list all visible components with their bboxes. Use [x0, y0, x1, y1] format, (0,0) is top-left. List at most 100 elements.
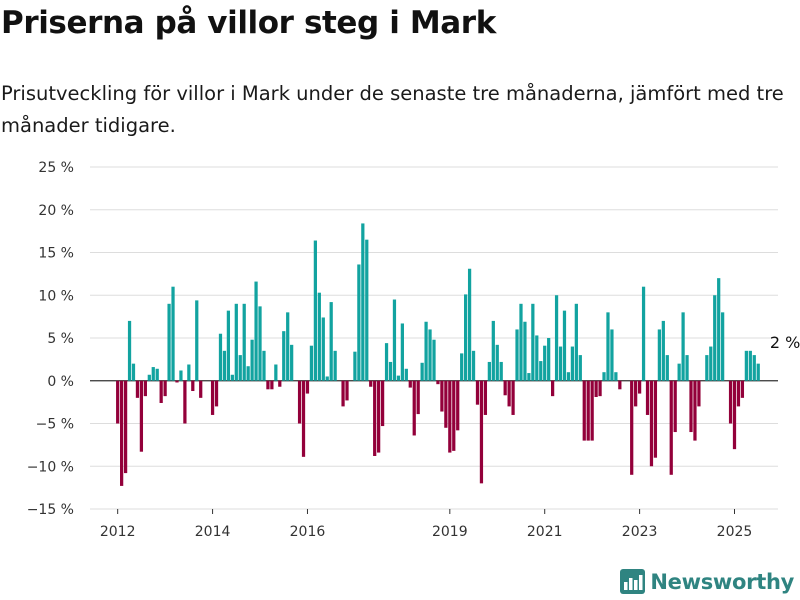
y-axis: 25 % 20 % 15 % 10 % 5 % 0 % −5 % −10 % −15 %: [27, 160, 74, 518]
bar: [566, 372, 571, 381]
bar: [116, 380, 120, 424]
chart-subtitle: Prisutveckling för villor i Mark under d…: [1, 82, 784, 137]
bar: [661, 320, 665, 381]
bar: [321, 317, 325, 381]
bar: [290, 344, 294, 381]
bar: [515, 329, 519, 381]
bar: [717, 278, 721, 381]
bar: [258, 306, 262, 381]
bar: [645, 380, 650, 415]
bar: [467, 268, 472, 381]
bar: [689, 380, 693, 433]
bar: [551, 380, 555, 397]
bar: [135, 380, 140, 398]
bar: [369, 380, 373, 387]
bar: [673, 380, 677, 433]
x-tick-label: 2016: [290, 524, 326, 540]
x-tick-label: 2025: [717, 524, 753, 540]
bar: [503, 380, 507, 396]
bar: [143, 380, 147, 397]
bar: [728, 380, 733, 424]
bar: [131, 363, 136, 381]
bar: [246, 366, 250, 381]
bar: [562, 310, 567, 381]
bar: [685, 355, 689, 381]
bar: [464, 294, 468, 381]
bar: [539, 361, 543, 381]
bar: [479, 380, 484, 484]
bar: [606, 312, 610, 381]
x-tick-label: 2023: [622, 524, 658, 540]
bar: [404, 368, 408, 381]
bar: [127, 320, 132, 381]
bar: [420, 362, 424, 381]
bar: [547, 338, 551, 381]
bar: [554, 295, 559, 381]
bar: [653, 380, 658, 458]
bar: [669, 380, 673, 475]
bar: [167, 303, 171, 381]
bar: [139, 380, 144, 452]
bar: [254, 281, 258, 381]
bar: [744, 350, 748, 381]
bar: [234, 303, 238, 381]
bar: [598, 380, 602, 397]
newsworthy-logo: Newsworthy: [620, 569, 794, 594]
y-tick-label: 10 %: [38, 288, 74, 304]
bar: [199, 380, 203, 398]
bar: [519, 303, 523, 381]
bar: [388, 361, 393, 381]
bar: [325, 376, 329, 381]
bar: [266, 380, 270, 390]
bar: [305, 380, 310, 394]
bar: [697, 380, 701, 407]
bar: [740, 380, 745, 398]
bar: [361, 223, 365, 381]
bar: [570, 346, 575, 381]
y-tick-label: −5 %: [36, 417, 74, 433]
bar: [396, 375, 401, 381]
bar: [456, 380, 460, 431]
bar: [214, 380, 219, 407]
bar: [313, 240, 317, 381]
bar: [357, 264, 361, 381]
bar: [242, 303, 246, 381]
bar: [210, 380, 215, 415]
bar: [301, 380, 306, 457]
y-tick-label: −15 %: [27, 502, 74, 518]
bar: [748, 350, 752, 381]
bar: [499, 361, 503, 381]
bar: [286, 312, 290, 381]
bar: [511, 380, 515, 415]
bar: [428, 329, 432, 381]
bar: [460, 353, 464, 381]
bar: [412, 380, 416, 436]
bar: [602, 372, 606, 381]
bar: [732, 380, 737, 450]
bar: [147, 374, 151, 381]
x-tick-label: 2021: [527, 524, 563, 540]
bar: [222, 350, 227, 381]
bar: [487, 361, 491, 381]
bar: [543, 345, 547, 381]
bar: [558, 346, 563, 381]
bar: [250, 339, 254, 381]
bar: [345, 380, 349, 401]
bar: [713, 295, 717, 381]
y-tick-label: −10 %: [27, 459, 74, 475]
newsworthy-logo-icon: [620, 569, 646, 594]
bar: [317, 292, 321, 381]
bar: [297, 380, 302, 424]
chart-gridlines: [90, 166, 778, 510]
bar: [475, 380, 480, 405]
bar: [341, 380, 345, 407]
latest-value-label: 2 %: [770, 333, 800, 352]
newsworthy-logo-text: Newsworthy: [650, 569, 794, 594]
bar: [151, 367, 155, 381]
bar: [634, 380, 638, 407]
bar: [677, 363, 681, 381]
bar: [195, 300, 199, 381]
bar: [377, 380, 381, 453]
bar: [495, 344, 499, 381]
bar: [531, 303, 535, 381]
